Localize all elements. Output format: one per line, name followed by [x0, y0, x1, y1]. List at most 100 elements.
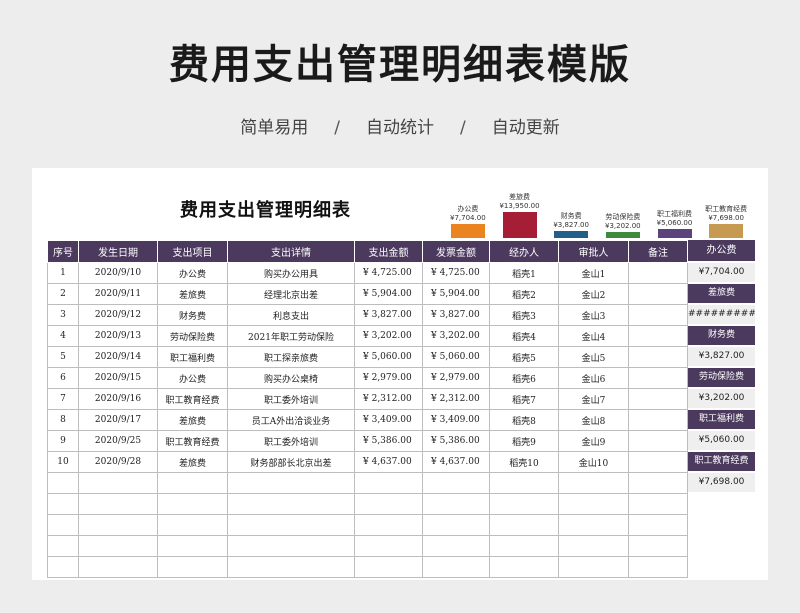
empty-cell[interactable] — [157, 535, 228, 557]
cell-no[interactable]: 8 — [47, 409, 79, 431]
cell-invoice[interactable]: ¥ 5,386.00 — [422, 430, 490, 452]
cell-no[interactable]: 3 — [47, 304, 79, 326]
summary-category[interactable]: 劳动保险费 — [688, 368, 755, 387]
empty-cell[interactable] — [227, 472, 355, 494]
column-header[interactable]: 发票金额 — [422, 240, 490, 263]
column-header[interactable]: 序号 — [47, 240, 79, 263]
empty-cell[interactable] — [489, 472, 559, 494]
cell-invoice[interactable]: ¥ 5,060.00 — [422, 346, 490, 368]
summary-value[interactable]: ¥7,704.00 — [688, 263, 755, 282]
empty-cell[interactable] — [157, 472, 228, 494]
cell-date[interactable]: 2020/9/25 — [78, 430, 158, 452]
cell-note[interactable] — [628, 409, 688, 431]
summary-value[interactable]: ¥5,060.00 — [688, 431, 755, 450]
empty-cell[interactable] — [354, 535, 423, 557]
empty-cell[interactable] — [78, 472, 158, 494]
empty-cell[interactable] — [628, 472, 688, 494]
empty-cell[interactable] — [78, 556, 158, 578]
cell-date[interactable]: 2020/9/17 — [78, 409, 158, 431]
empty-cell[interactable] — [47, 514, 79, 536]
cell-amount[interactable]: ¥ 4,637.00 — [354, 451, 423, 473]
cell-detail[interactable]: 职工委外培训 — [227, 430, 355, 452]
cell-approver[interactable]: 金山7 — [558, 388, 629, 410]
cell-detail[interactable]: 财务部部长北京出差 — [227, 451, 355, 473]
empty-cell[interactable] — [47, 472, 79, 494]
cell-no[interactable]: 6 — [47, 367, 79, 389]
empty-cell[interactable] — [157, 493, 228, 515]
cell-approver[interactable]: 金山8 — [558, 409, 629, 431]
cell-date[interactable]: 2020/9/10 — [78, 262, 158, 284]
cell-amount[interactable]: ¥ 3,202.00 — [354, 325, 423, 347]
cell-note[interactable] — [628, 325, 688, 347]
empty-cell[interactable] — [47, 535, 79, 557]
empty-cell[interactable] — [489, 535, 559, 557]
cell-invoice[interactable]: ¥ 5,904.00 — [422, 283, 490, 305]
cell-approver[interactable]: 金山5 — [558, 346, 629, 368]
cell-handler[interactable]: 稻壳4 — [489, 325, 559, 347]
cell-detail[interactable]: 经理北京出差 — [227, 283, 355, 305]
empty-cell[interactable] — [354, 472, 423, 494]
cell-approver[interactable]: 金山9 — [558, 430, 629, 452]
summary-value[interactable]: ¥7,698.00 — [688, 473, 755, 492]
cell-amount[interactable]: ¥ 3,409.00 — [354, 409, 423, 431]
cell-item[interactable]: 财务费 — [157, 304, 228, 326]
column-header[interactable]: 审批人 — [558, 240, 629, 263]
cell-handler[interactable]: 稻壳10 — [489, 451, 559, 473]
cell-no[interactable]: 5 — [47, 346, 79, 368]
empty-cell[interactable] — [558, 556, 629, 578]
empty-cell[interactable] — [227, 514, 355, 536]
summary-value[interactable]: ¥3,202.00 — [688, 389, 755, 408]
empty-cell[interactable] — [354, 556, 423, 578]
cell-handler[interactable]: 稻壳6 — [489, 367, 559, 389]
column-header[interactable]: 发生日期 — [78, 240, 158, 263]
cell-detail[interactable]: 职工委外培训 — [227, 388, 355, 410]
cell-invoice[interactable]: ¥ 3,202.00 — [422, 325, 490, 347]
empty-cell[interactable] — [628, 535, 688, 557]
empty-cell[interactable] — [489, 556, 559, 578]
cell-approver[interactable]: 金山2 — [558, 283, 629, 305]
empty-cell[interactable] — [558, 535, 629, 557]
cell-date[interactable]: 2020/9/28 — [78, 451, 158, 473]
cell-invoice[interactable]: ¥ 3,827.00 — [422, 304, 490, 326]
cell-note[interactable] — [628, 283, 688, 305]
cell-date[interactable]: 2020/9/15 — [78, 367, 158, 389]
cell-invoice[interactable]: ¥ 4,725.00 — [422, 262, 490, 284]
cell-invoice[interactable]: ¥ 3,409.00 — [422, 409, 490, 431]
cell-handler[interactable]: 稻壳1 — [489, 262, 559, 284]
cell-no[interactable]: 2 — [47, 283, 79, 305]
summary-value[interactable]: ¥3,827.00 — [688, 347, 755, 366]
cell-note[interactable] — [628, 346, 688, 368]
empty-cell[interactable] — [628, 556, 688, 578]
empty-cell[interactable] — [47, 556, 79, 578]
cell-item[interactable]: 差旅费 — [157, 283, 228, 305]
empty-cell[interactable] — [227, 556, 355, 578]
summary-header[interactable]: 办公费 — [688, 240, 755, 261]
cell-handler[interactable]: 稻壳2 — [489, 283, 559, 305]
cell-note[interactable] — [628, 451, 688, 473]
empty-cell[interactable] — [489, 514, 559, 536]
empty-cell[interactable] — [78, 535, 158, 557]
cell-amount[interactable]: ¥ 5,060.00 — [354, 346, 423, 368]
cell-date[interactable]: 2020/9/13 — [78, 325, 158, 347]
cell-invoice[interactable]: ¥ 2,312.00 — [422, 388, 490, 410]
cell-handler[interactable]: 稻壳7 — [489, 388, 559, 410]
empty-cell[interactable] — [628, 514, 688, 536]
cell-no[interactable]: 9 — [47, 430, 79, 452]
cell-amount[interactable]: ¥ 2,979.00 — [354, 367, 423, 389]
cell-item[interactable]: 劳动保险费 — [157, 325, 228, 347]
summary-value[interactable]: ############ — [688, 305, 755, 324]
empty-cell[interactable] — [628, 493, 688, 515]
cell-detail[interactable]: 职工探亲旅费 — [227, 346, 355, 368]
empty-cell[interactable] — [422, 535, 490, 557]
cell-approver[interactable]: 金山6 — [558, 367, 629, 389]
column-header[interactable]: 经办人 — [489, 240, 559, 263]
summary-category[interactable]: 职工福利费 — [688, 410, 755, 429]
cell-approver[interactable]: 金山4 — [558, 325, 629, 347]
cell-detail[interactable]: 员工A外出洽谈业务 — [227, 409, 355, 431]
cell-note[interactable] — [628, 262, 688, 284]
empty-cell[interactable] — [354, 514, 423, 536]
cell-item[interactable]: 办公费 — [157, 367, 228, 389]
empty-cell[interactable] — [558, 493, 629, 515]
cell-amount[interactable]: ¥ 3,827.00 — [354, 304, 423, 326]
empty-cell[interactable] — [47, 493, 79, 515]
